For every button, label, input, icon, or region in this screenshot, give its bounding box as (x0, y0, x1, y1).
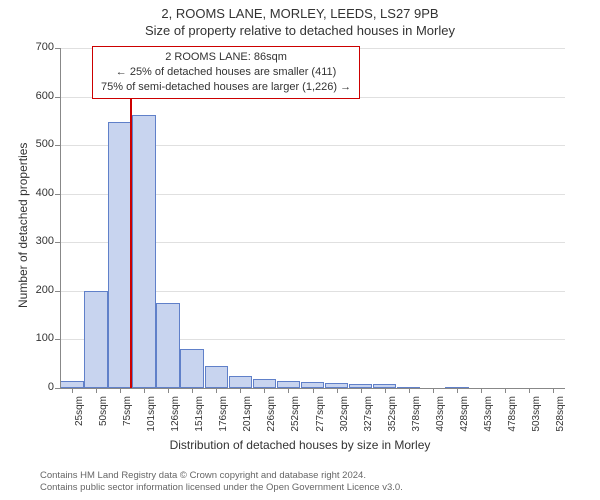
bar (253, 379, 277, 388)
x-tick-label: 403sqm (435, 396, 446, 436)
annotation-line-3: 75% of semi-detached houses are larger (… (101, 80, 351, 95)
x-axis-line (60, 388, 565, 389)
x-tick-label: 302sqm (339, 396, 350, 436)
x-tick-label: 528sqm (555, 396, 566, 436)
x-tick-label: 25sqm (74, 396, 85, 436)
y-tick-label: 100 (24, 332, 54, 344)
x-tick-label: 75sqm (122, 396, 133, 436)
bar (60, 381, 84, 388)
x-tick-label: 226sqm (266, 396, 277, 436)
x-tick-label: 126sqm (170, 396, 181, 436)
bar (156, 303, 180, 388)
bar (205, 366, 229, 388)
x-tick-label: 176sqm (218, 396, 229, 436)
bar (108, 122, 132, 388)
y-tick-label: 600 (24, 90, 54, 102)
x-tick-label: 478sqm (507, 396, 518, 436)
footer-line-2: Contains public sector information licen… (40, 482, 403, 494)
x-tick-label: 101sqm (146, 396, 157, 436)
page-title: 2, ROOMS LANE, MORLEY, LEEDS, LS27 9PB (0, 0, 600, 21)
bar (229, 376, 253, 388)
footer-attribution: Contains HM Land Registry data © Crown c… (40, 470, 403, 495)
y-axis-line (60, 48, 61, 388)
chart-plot-area: 010020030040050060070025sqm50sqm75sqm101… (60, 48, 565, 388)
x-tick-label: 201sqm (242, 396, 253, 436)
x-tick-label: 151sqm (194, 396, 205, 436)
y-tick-label: 700 (24, 41, 54, 53)
y-axis-label: Number of detached properties (16, 143, 30, 308)
x-tick-label: 252sqm (290, 396, 301, 436)
x-tick-label: 503sqm (531, 396, 542, 436)
annotation-box: 2 ROOMS LANE: 86sqm ← 25% of detached ho… (92, 46, 360, 99)
x-tick-label: 378sqm (411, 396, 422, 436)
x-axis-label: Distribution of detached houses by size … (0, 438, 600, 452)
annotation-line-2: ← 25% of detached houses are smaller (41… (101, 65, 351, 80)
bar (132, 115, 156, 388)
marker-line (130, 48, 132, 388)
x-tick-label: 327sqm (363, 396, 374, 436)
x-tick-label: 453sqm (483, 396, 494, 436)
annotation-line-1: 2 ROOMS LANE: 86sqm (101, 50, 351, 65)
bar (84, 291, 108, 388)
chart-container: 2, ROOMS LANE, MORLEY, LEEDS, LS27 9PB S… (0, 0, 600, 500)
bar (277, 381, 301, 388)
x-tick-label: 428sqm (459, 396, 470, 436)
x-tick-label: 50sqm (98, 396, 109, 436)
x-tick-label: 352sqm (387, 396, 398, 436)
y-tick-label: 0 (24, 381, 54, 393)
footer-line-1: Contains HM Land Registry data © Crown c… (40, 470, 403, 482)
x-tick-label: 277sqm (315, 396, 326, 436)
page-subtitle: Size of property relative to detached ho… (0, 21, 600, 38)
bar (180, 349, 204, 388)
